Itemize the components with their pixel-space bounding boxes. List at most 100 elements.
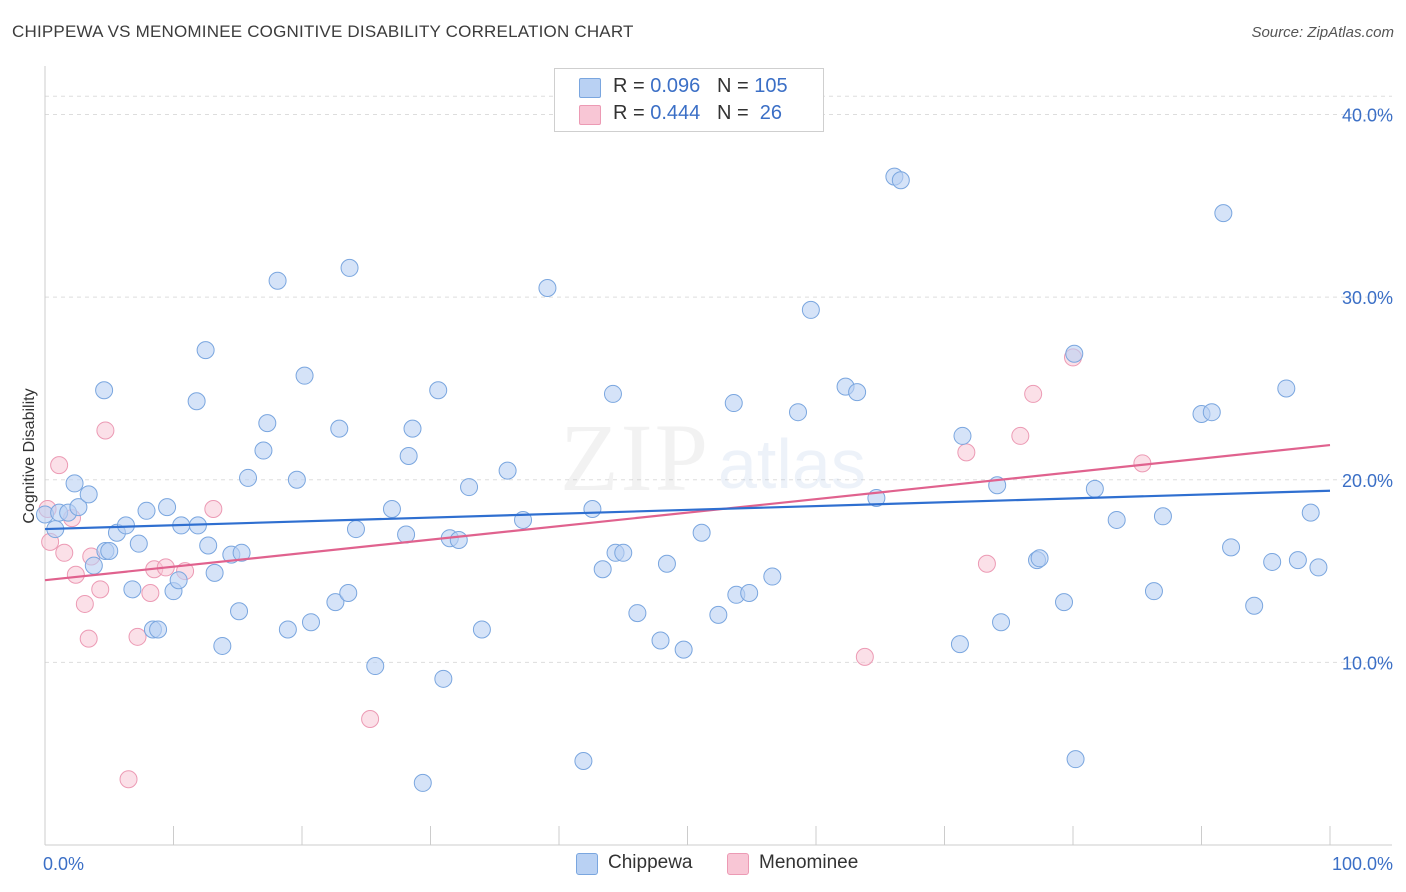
chippewa-point — [137, 501, 156, 520]
chippewa-point — [1030, 549, 1049, 568]
legend-n-value: 105 — [754, 75, 788, 97]
chippewa-point — [278, 620, 297, 639]
x-tick-label: 100.0% — [1332, 854, 1393, 874]
y-tick-label: 40.0% — [1342, 106, 1393, 126]
chippewa-point — [449, 531, 468, 550]
chippewa-point — [891, 171, 910, 190]
chippewa-legend-swatch — [576, 853, 598, 875]
chippewa-point — [674, 640, 693, 659]
chippewa-point — [1066, 750, 1085, 769]
legend-r-label: R = — [613, 75, 651, 97]
y-tick-label: 10.0% — [1342, 653, 1393, 673]
chippewa-point — [789, 403, 808, 422]
chippewa-point — [1301, 503, 1320, 522]
menominee-point — [55, 543, 74, 562]
x-tick-label: 0.0% — [43, 854, 84, 874]
chippewa-point — [258, 414, 277, 433]
chippewa-point — [1107, 510, 1126, 529]
chippewa-point — [651, 631, 670, 650]
menominee-point — [361, 709, 380, 728]
chippewa-point — [399, 447, 418, 466]
menominee-point — [66, 565, 85, 584]
chippewa-point — [213, 636, 232, 655]
chippewa-trend-line — [44, 489, 1331, 531]
menominee-point — [141, 583, 160, 602]
menominee-point — [204, 499, 223, 518]
menominee-point — [957, 443, 976, 462]
chippewa-point — [1245, 596, 1264, 615]
watermark-zip: ZIP — [560, 404, 710, 511]
menominee-point — [96, 421, 115, 440]
chippewa-point — [84, 556, 103, 575]
legend-r-label: R = — [613, 102, 651, 124]
axes — [44, 66, 1392, 846]
chippewa-point — [1144, 582, 1163, 601]
chippewa-point — [301, 613, 320, 632]
legend-r-value: 0.444 — [650, 102, 701, 124]
legend-n-value: 26 — [754, 102, 783, 124]
chippewa-point — [801, 300, 820, 319]
watermark: ZIP atlas — [560, 404, 866, 511]
chippewa-point — [1309, 558, 1328, 577]
tick-labels: 10.0% 20.0% 30.0% 40.0% 0.0% 100.0% — [43, 106, 1393, 874]
chippewa-point — [614, 543, 633, 562]
y-tick-label: 30.0% — [1342, 288, 1393, 308]
y-tick-label: 20.0% — [1342, 471, 1393, 491]
chippewa-point — [740, 583, 759, 602]
legend-n-label: N = — [716, 75, 755, 97]
chippewa-point — [953, 426, 972, 445]
menominee-point — [75, 594, 94, 613]
chippewa-point — [295, 366, 314, 385]
chippewa-point — [268, 271, 287, 290]
chippewa-point — [100, 541, 119, 560]
chippewa-point — [498, 461, 517, 480]
menominee-point — [977, 554, 996, 573]
chippewa-point — [583, 499, 602, 518]
chippewa-point — [129, 534, 148, 553]
menominee-point — [91, 580, 110, 599]
chippewa-point — [340, 258, 359, 277]
chippewa-point — [382, 499, 401, 518]
chippewa-point — [992, 613, 1011, 632]
chippewa-point — [413, 773, 432, 792]
menominee-point — [50, 456, 69, 475]
chippewa-point — [434, 669, 453, 688]
chippewa-point — [574, 751, 593, 770]
chippewa-point — [187, 392, 206, 411]
chippewa-point — [692, 523, 711, 542]
chippewa-point — [657, 554, 676, 573]
chippewa-point — [628, 604, 647, 623]
chippewa-point — [472, 620, 491, 639]
chippewa-point — [763, 567, 782, 586]
chippewa-point — [205, 563, 224, 582]
chippewa-point — [1222, 538, 1241, 557]
chippewa-point — [593, 560, 612, 579]
menominee-swatch — [579, 105, 601, 125]
chippewa-point — [1202, 403, 1221, 422]
chippewa-point — [230, 602, 249, 621]
grid-lines — [45, 95, 1392, 663]
chippewa-point — [239, 468, 258, 487]
legend-r-value: 0.096 — [650, 75, 701, 97]
menominee-point — [119, 770, 138, 789]
chippewa-point — [95, 381, 114, 400]
chippewa-point — [199, 536, 218, 555]
menominee-legend-swatch — [727, 853, 749, 875]
chippewa-legend-label: Chippewa — [608, 852, 693, 873]
chippewa-point — [254, 441, 273, 460]
chippewa-point — [123, 580, 142, 599]
menominee-point — [855, 647, 874, 666]
chippewa-point — [1277, 379, 1296, 398]
watermark-atlas: atlas — [718, 425, 866, 503]
chippewa-point — [709, 605, 728, 624]
chippewa-point — [1153, 507, 1172, 526]
menominee-legend-label: Menominee — [759, 852, 859, 873]
y-axis-label: Cognitive Disability — [21, 388, 38, 523]
chippewa-point — [232, 543, 251, 562]
chippewa-point — [196, 341, 215, 360]
chippewa-point — [1055, 593, 1074, 612]
chippewa-point — [330, 419, 349, 438]
chippewa-point — [69, 498, 88, 517]
chippewa-point — [149, 620, 168, 639]
chippewa-point — [346, 520, 365, 539]
